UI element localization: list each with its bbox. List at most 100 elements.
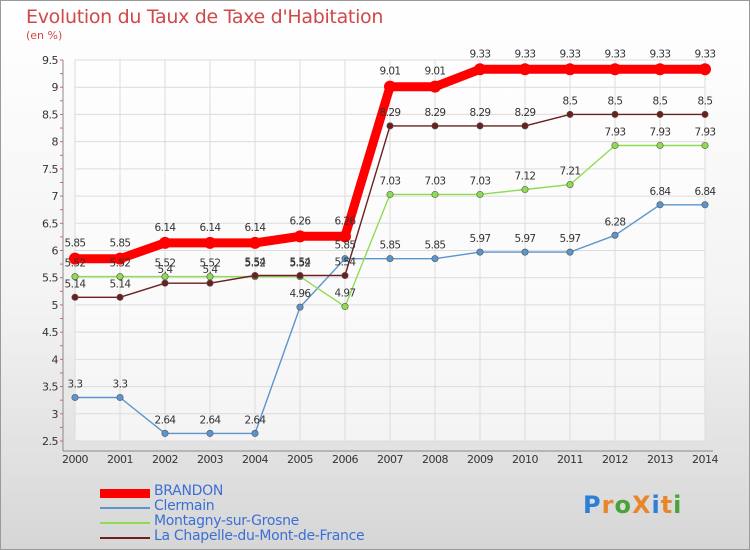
x-tick-label: 2008	[422, 453, 448, 466]
data-point	[656, 201, 664, 209]
data-label: 7.12	[515, 171, 536, 183]
data-point	[69, 252, 81, 265]
legend-item: BRANDON	[100, 483, 520, 501]
data-label: 5.14	[65, 278, 87, 290]
data-point	[611, 110, 619, 118]
data-label: 6.84	[650, 186, 672, 198]
x-tick-label: 2010	[512, 453, 538, 466]
x-tick-label: 2001	[107, 453, 133, 466]
data-label: 5.97	[560, 233, 581, 245]
data-label: 6.14	[155, 222, 177, 234]
data-point	[654, 63, 666, 76]
data-label: 6.84	[695, 186, 717, 198]
data-label: 4.96	[290, 288, 312, 300]
data-point	[476, 248, 484, 256]
data-label: 7.21	[560, 166, 581, 178]
y-tick-label: 9.5	[42, 54, 58, 67]
legend-swatch	[100, 488, 150, 498]
data-label: 5.4	[158, 264, 174, 276]
data-label: 8.5	[608, 95, 623, 107]
legend-item: Clermain	[100, 498, 520, 516]
y-tick-label: 9	[52, 81, 59, 94]
data-point	[386, 190, 394, 198]
y-tick-label: 2.5	[42, 435, 58, 448]
data-point	[476, 190, 484, 198]
data-label: 2.64	[200, 414, 222, 426]
x-tick-label: 2009	[467, 453, 493, 466]
data-label: 6.14	[200, 222, 222, 234]
x-tick-label: 2007	[377, 453, 403, 466]
data-point	[116, 293, 124, 301]
data-point	[429, 80, 441, 93]
data-label: 5.85	[380, 240, 401, 252]
data-label: 6.28	[605, 216, 626, 228]
data-label: 3.3	[68, 378, 83, 390]
chart-title: Evolution du Taux de Taxe d'Habitation	[26, 6, 384, 28]
data-label: 5.52	[65, 258, 86, 270]
data-label: 5.52	[245, 258, 266, 270]
y-tick-label: 5.5	[42, 272, 58, 285]
data-point	[699, 63, 711, 76]
data-point	[294, 230, 306, 243]
data-point	[701, 110, 709, 118]
y-tick-label: 6.5	[42, 217, 58, 230]
y-tick-label: 4	[52, 353, 59, 366]
legend-item: Montagny-sur-Grosne	[100, 513, 520, 531]
y-tick-label: 6	[52, 245, 59, 258]
data-label: 7.03	[425, 175, 446, 187]
logo-letter: r	[601, 491, 615, 519]
y-tick-label: 8	[52, 136, 59, 149]
legend-label: Clermain	[154, 498, 215, 514]
data-point	[341, 272, 349, 280]
data-label: 8.29	[380, 107, 401, 119]
data-point	[206, 429, 214, 437]
data-label: 7.03	[470, 175, 491, 187]
data-point	[71, 273, 79, 281]
x-tick-label: 2006	[332, 453, 358, 466]
data-label: 5.14	[110, 278, 132, 290]
data-label: 3.3	[113, 378, 128, 390]
data-label: 5.97	[515, 233, 536, 245]
data-point	[656, 110, 664, 118]
chart-subtitle: (en %)	[26, 29, 63, 42]
proxiti-logo: ProXiti	[583, 491, 682, 519]
data-point	[431, 255, 439, 263]
legend-swatch	[100, 537, 150, 539]
y-tick-label: 3	[52, 408, 59, 421]
data-point	[341, 303, 349, 311]
legend-label: La Chapelle-du-Mont-de-France	[154, 528, 365, 544]
data-label: 4.97	[335, 288, 356, 300]
data-point	[161, 429, 169, 437]
data-label: 9.33	[650, 48, 671, 60]
data-label: 8.29	[425, 107, 446, 119]
data-label: 2.64	[155, 414, 177, 426]
data-point	[296, 272, 304, 280]
data-point	[519, 63, 531, 76]
data-point	[114, 252, 126, 265]
data-point	[206, 279, 214, 287]
data-point	[611, 141, 619, 149]
data-point	[609, 63, 621, 76]
data-point	[701, 141, 709, 149]
data-label: 9.01	[380, 66, 401, 78]
data-label: 5.85	[335, 240, 356, 252]
data-label: 5.85	[65, 238, 86, 250]
data-point	[611, 231, 619, 239]
data-label: 6.26	[335, 215, 357, 227]
legend-label: Montagny-sur-Grosne	[154, 513, 299, 529]
data-point	[386, 122, 394, 130]
logo-letter: i	[651, 491, 661, 519]
data-point	[384, 80, 396, 93]
x-tick-label: 2004	[242, 453, 268, 466]
legend-swatch	[100, 507, 150, 509]
y-tick-label: 3.5	[42, 381, 58, 394]
data-label: 5.54	[335, 257, 357, 269]
data-point	[386, 255, 394, 263]
data-label: 5.52	[290, 258, 311, 270]
data-label: 8.5	[653, 95, 668, 107]
data-point	[161, 279, 169, 287]
data-label: 5.54	[290, 257, 312, 269]
chart-legend: BRANDON Clermain Montagny-sur-Grosne La Cha…	[100, 483, 520, 546]
data-point	[431, 122, 439, 130]
